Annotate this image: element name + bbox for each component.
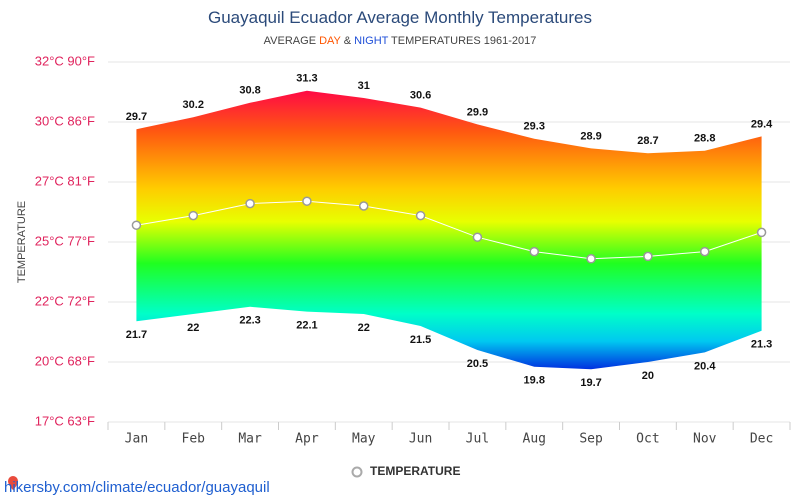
- day-label: 29.3: [524, 121, 545, 133]
- x-tick-label: Jan: [125, 432, 148, 447]
- day-label: 28.9: [580, 130, 601, 142]
- chart-title: Guayaquil Ecuador Average Monthly Temper…: [208, 8, 592, 27]
- temperature-point: [415, 210, 426, 221]
- day-label: 28.7: [637, 135, 658, 147]
- subtitle-part: NIGHT: [354, 35, 389, 47]
- x-tick-label: Mar: [238, 432, 262, 447]
- y-tick-label: 22°C 72°F: [35, 293, 95, 308]
- temperature-line: [136, 200, 762, 260]
- x-tick-label: Apr: [295, 432, 319, 447]
- night-label: 21.7: [126, 329, 147, 341]
- temperature-point: [359, 201, 369, 211]
- x-tick-label: Feb: [182, 432, 206, 447]
- legend-marker[interactable]: [351, 466, 363, 478]
- temperature-point: [131, 220, 142, 230]
- x-tick-label: Dec: [750, 432, 773, 447]
- night-label: 20.5: [467, 358, 488, 370]
- x-tick-label: Jul: [466, 432, 489, 447]
- y-axis-label: TEMPERATURE: [16, 201, 28, 283]
- pin-icon: [8, 476, 18, 490]
- night-label: 19.7: [580, 377, 601, 389]
- temperature-point: [302, 196, 312, 206]
- subtitle-part: TEMPERATURES 1961-2017: [388, 35, 537, 47]
- night-label: 22: [358, 322, 370, 334]
- day-label: 31: [358, 80, 370, 92]
- temperature-point: [529, 246, 539, 257]
- y-tick-label: 17°C 63°F: [35, 413, 95, 428]
- day-label: 28.8: [694, 133, 715, 145]
- x-tick-label: Oct: [636, 432, 659, 447]
- temperature-point: [472, 232, 483, 242]
- day-label: 29.9: [467, 106, 488, 118]
- x-tick-label: Sep: [579, 432, 603, 447]
- x-tick-label: Nov: [693, 432, 717, 447]
- day-label: 31.3: [296, 73, 317, 85]
- night-label: 20: [642, 370, 654, 382]
- x-tick-label: May: [352, 432, 376, 447]
- day-label: 29.4: [751, 118, 773, 130]
- chart-subtitle: AVERAGE DAY & NIGHT TEMPERATURES 1961-20…: [0, 35, 800, 47]
- subtitle-part: AVERAGE: [263, 35, 320, 47]
- temperature-point: [586, 254, 596, 264]
- subtitle-part: DAY: [319, 35, 341, 47]
- night-label: 21.5: [410, 334, 431, 346]
- temperature-point: [188, 210, 198, 221]
- y-tick-label: 30°C 86°F: [35, 113, 95, 128]
- temperature-band: [136, 90, 762, 370]
- y-tick-label: 20°C 68°F: [35, 353, 95, 368]
- day-label: 30.8: [239, 85, 260, 97]
- day-label: 30.2: [183, 99, 204, 111]
- night-label: 21.3: [751, 339, 772, 351]
- temperature-point: [700, 246, 710, 257]
- temperature-point: [245, 198, 255, 209]
- y-tick-label: 27°C 81°F: [35, 173, 95, 188]
- x-tick-label: Jun: [409, 432, 432, 447]
- night-label: 20.4: [694, 360, 716, 372]
- day-label: 30.6: [410, 90, 431, 102]
- temperature-point: [643, 251, 653, 262]
- y-tick-label: 32°C 90°F: [35, 53, 95, 68]
- x-tick-label: Aug: [523, 432, 546, 447]
- night-label: 22.1: [296, 320, 317, 332]
- source-link[interactable]: hikersby.com/climate/ecuador/guayaquil: [4, 479, 270, 496]
- night-label: 22.3: [239, 315, 260, 327]
- y-tick-label: 25°C 77°F: [35, 233, 95, 248]
- temperature-point: [756, 227, 767, 238]
- subtitle-part: &: [340, 35, 355, 47]
- night-label: 22: [187, 322, 199, 334]
- day-label: 29.7: [126, 111, 147, 123]
- legend-label[interactable]: TEMPERATURE: [370, 464, 460, 478]
- night-label: 19.8: [524, 375, 545, 387]
